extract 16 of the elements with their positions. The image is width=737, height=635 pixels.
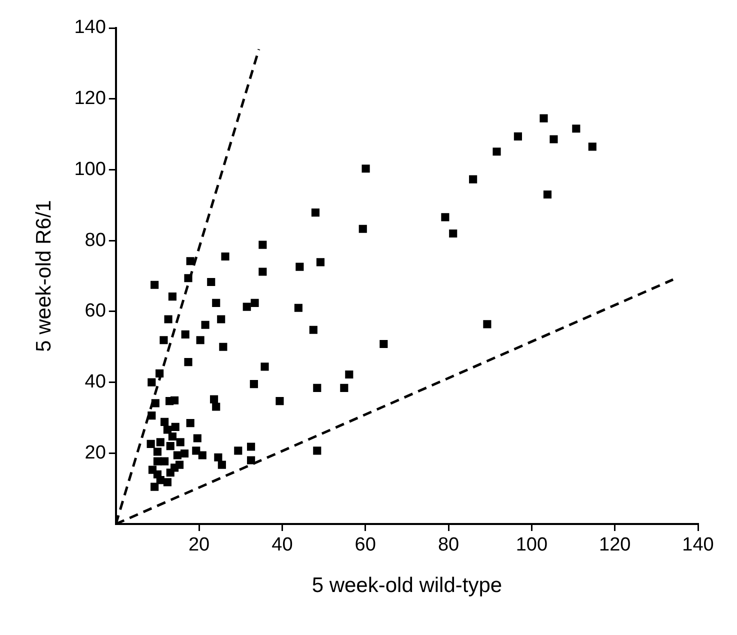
y-tick-label: 100 <box>74 158 106 180</box>
x-tick-label: 20 <box>188 534 210 556</box>
y-tick-label: 60 <box>84 300 106 322</box>
x-tick-label: 60 <box>354 534 376 556</box>
x-tick-label: 100 <box>516 534 548 556</box>
x-tick-label: 120 <box>598 534 631 556</box>
x-tick-label: 40 <box>272 534 293 556</box>
y-tick-label: 40 <box>84 372 106 393</box>
y-tick-label: 140 <box>74 17 106 38</box>
x-tick-label: 140 <box>682 534 714 556</box>
y-tick-label: 80 <box>84 230 106 251</box>
x-tick-label: 80 <box>438 534 460 556</box>
y-axis-title: 5 week-old R6/1 <box>32 200 56 352</box>
y-tick-label: 120 <box>74 88 106 110</box>
x-axis-title: 5 week-old wild-type <box>312 574 502 598</box>
y-tick-label: 20 <box>84 442 106 464</box>
